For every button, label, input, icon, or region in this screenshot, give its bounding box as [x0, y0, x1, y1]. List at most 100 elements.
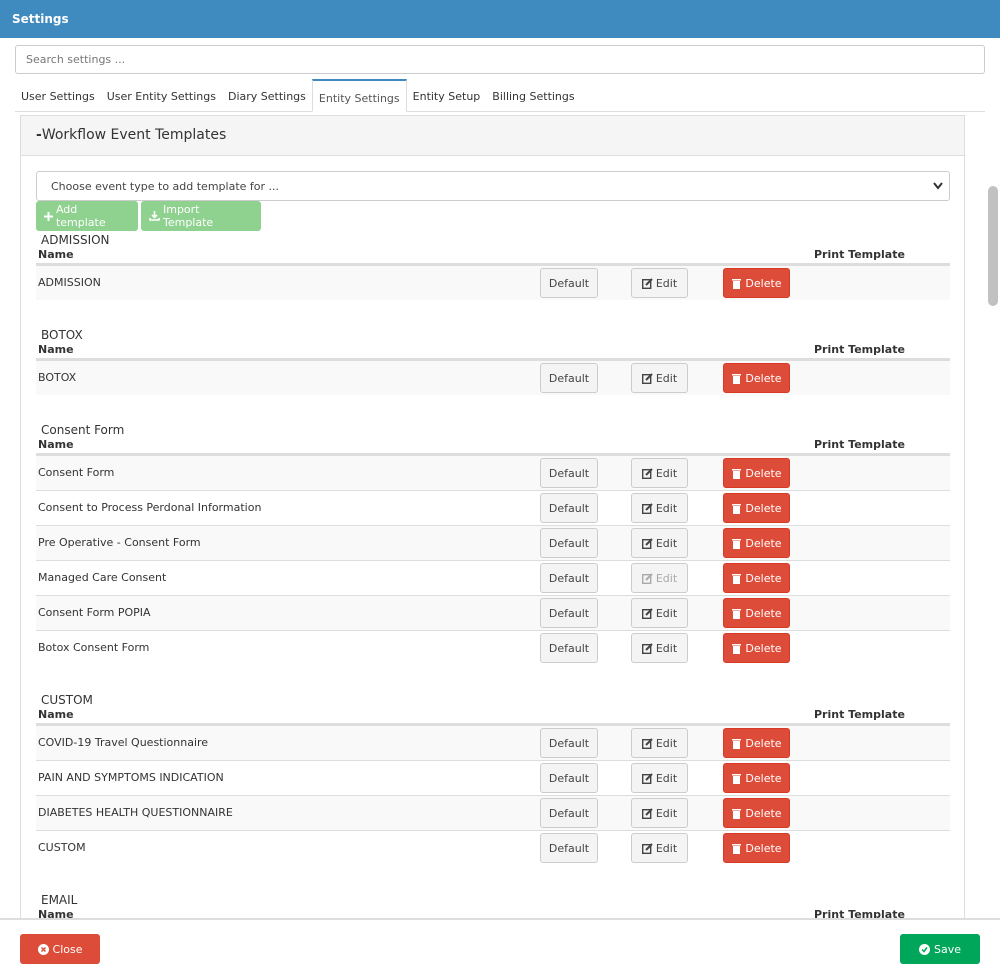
edit-button[interactable]: Edit — [631, 458, 688, 488]
delete-button[interactable]: Delete — [723, 633, 790, 663]
default-button[interactable]: Default — [540, 798, 598, 828]
delete-button[interactable]: Delete — [723, 268, 790, 298]
tab[interactable]: Billing Settings — [492, 90, 575, 103]
template-name: BOTOX — [38, 371, 77, 384]
button-label: Default — [548, 276, 590, 290]
button-label: Delete — [745, 571, 782, 585]
button-label: Edit — [655, 501, 678, 515]
add-template-button[interactable]: Add template — [36, 201, 138, 231]
default-button[interactable]: Default — [540, 728, 598, 758]
default-button[interactable]: Default — [540, 268, 598, 298]
edit-button[interactable]: Edit — [631, 493, 688, 523]
import-template-button[interactable]: Import Template — [141, 201, 261, 231]
default-button[interactable]: Default — [540, 633, 598, 663]
template-name: PAIN AND SYMPTOMS INDICATION — [38, 771, 224, 784]
template-row: Consent Form POPIA Default Edit Delete — [36, 595, 950, 630]
delete-button[interactable]: Delete — [723, 833, 790, 863]
trash-icon — [732, 738, 742, 749]
edit-button[interactable]: Edit — [631, 728, 688, 758]
button-label: Add template — [55, 203, 106, 229]
tab[interactable]: Entity Setup — [412, 90, 481, 103]
tab[interactable]: Entity Settings — [311, 79, 407, 112]
default-button[interactable]: Default — [540, 458, 598, 488]
button-label: Delete — [745, 606, 782, 620]
group-spacer — [36, 865, 950, 890]
edit-button[interactable]: Edit — [631, 268, 688, 298]
edit-button[interactable]: Edit — [631, 763, 688, 793]
footer: Close Save — [0, 918, 1000, 972]
default-button[interactable]: Default — [540, 763, 598, 793]
delete-button[interactable]: Delete — [723, 363, 790, 393]
button-label: Delete — [745, 736, 782, 750]
edit-button: Edit — [631, 563, 688, 593]
edit-button[interactable]: Edit — [631, 633, 688, 663]
template-group: BOTOX Name Print Template BOTOX Default Edit D… — [36, 325, 950, 420]
template-name: Consent to Process Perdonal Information — [38, 501, 262, 514]
trash-icon — [732, 643, 742, 654]
edit-button[interactable]: Edit — [631, 798, 688, 828]
edit-button[interactable]: Edit — [631, 363, 688, 393]
delete-button[interactable]: Delete — [723, 458, 790, 488]
template-group: ADMISSION Name Print Template ADMISSION Defa… — [36, 230, 950, 325]
button-label: Edit — [655, 466, 678, 480]
panel: -Workflow Event Templates Choose event t… — [20, 115, 965, 918]
tab[interactable]: User Entity Settings — [106, 90, 216, 103]
trash-icon — [732, 773, 742, 784]
template-group: EMAIL Name Print Template — [36, 890, 950, 918]
table-header: Name Print Template — [36, 248, 950, 265]
check-icon — [918, 943, 930, 955]
trash-icon — [732, 503, 742, 514]
template-row: Pre Operative - Consent Form Default Edit D… — [36, 525, 950, 560]
template-row: DIABETES HEALTH QUESTIONNAIRE Default Edit… — [36, 795, 950, 830]
button-label: Edit — [655, 571, 678, 585]
column-name: Name — [38, 248, 74, 261]
default-button[interactable]: Default — [540, 563, 598, 593]
default-button[interactable]: Default — [540, 598, 598, 628]
button-label: Default — [548, 771, 590, 785]
button-label: Delete — [745, 771, 782, 785]
trash-icon — [732, 808, 742, 819]
delete-button[interactable]: Delete — [723, 798, 790, 828]
delete-button[interactable]: Delete — [723, 493, 790, 523]
group-title: CUSTOM — [41, 693, 93, 707]
column-print-template: Print Template — [814, 908, 905, 918]
delete-button[interactable]: Delete — [723, 763, 790, 793]
panel-heading[interactable]: -Workflow Event Templates — [21, 116, 964, 156]
scrollbar[interactable] — [988, 112, 1000, 918]
edit-icon — [641, 372, 653, 384]
edit-icon — [641, 607, 653, 619]
edit-icon — [641, 277, 653, 289]
edit-button[interactable]: Edit — [631, 528, 688, 558]
edit-icon — [641, 807, 653, 819]
template-name: Pre Operative - Consent Form — [38, 536, 201, 549]
template-row: BOTOX Default Edit Delete — [36, 360, 950, 395]
default-button[interactable]: Default — [540, 493, 598, 523]
template-groups: ADMISSION Name Print Template ADMISSION Defa… — [36, 230, 950, 918]
tab[interactable]: User Settings — [21, 90, 95, 103]
tabs: User Settings User Entity Settings Diary… — [15, 79, 985, 112]
tab[interactable]: Diary Settings — [227, 90, 306, 103]
default-button[interactable]: Default — [540, 528, 598, 558]
close-button[interactable]: Close — [20, 934, 100, 964]
template-group: Consent Form Name Print Template Consent Fo… — [36, 420, 950, 690]
edit-button[interactable]: Edit — [631, 598, 688, 628]
edit-button[interactable]: Edit — [631, 833, 688, 863]
delete-button[interactable]: Delete — [723, 728, 790, 758]
group-spacer — [36, 395, 950, 420]
save-button[interactable]: Save — [900, 934, 980, 964]
template-row: CUSTOM Default Edit Delete — [36, 830, 950, 865]
template-name: Managed Care Consent — [38, 571, 167, 584]
trash-icon — [732, 538, 742, 549]
scrollbar-thumb[interactable] — [988, 186, 998, 306]
edit-icon — [641, 467, 653, 479]
delete-button[interactable]: Delete — [723, 563, 790, 593]
default-button[interactable]: Default — [540, 363, 598, 393]
search-input[interactable]: Search settings ... — [15, 45, 985, 74]
chevron — [933, 182, 943, 190]
delete-button[interactable]: Delete — [723, 528, 790, 558]
delete-button[interactable]: Delete — [723, 598, 790, 628]
event-type-select[interactable]: Choose event type to add template for ..… — [36, 171, 950, 201]
template-name: Consent Form POPIA — [38, 606, 151, 619]
default-button[interactable]: Default — [540, 833, 598, 863]
